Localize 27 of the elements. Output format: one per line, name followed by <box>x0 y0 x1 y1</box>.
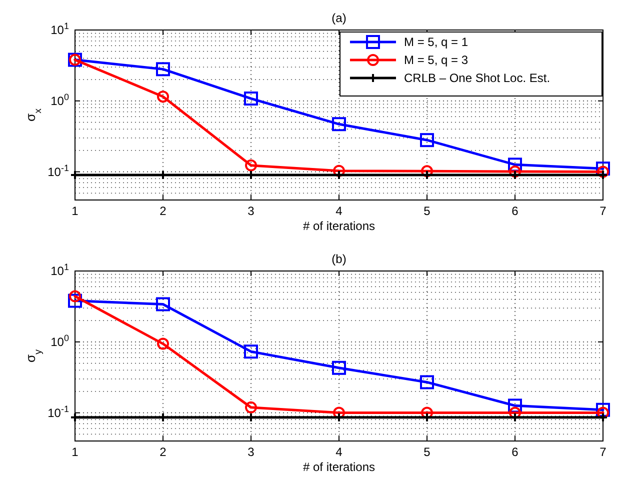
x-axis-title: # of iterations <box>302 460 376 474</box>
x-tick-label: 4 <box>336 445 343 459</box>
y-tick-label: 10$^{1}$ <box>50 21 69 37</box>
x-tick-label: 5 <box>424 204 431 218</box>
x-tick-label: 5 <box>424 445 431 459</box>
legend-label: M = 5, q = 3 <box>404 53 468 67</box>
legend-label: M = 5, q = 1 <box>404 35 468 49</box>
x-tick-label: 1 <box>72 445 79 459</box>
x-tick-label: 2 <box>160 445 167 459</box>
x-tick-label: 2 <box>160 204 167 218</box>
x-tick-label: 4 <box>336 204 343 218</box>
legend-label: CRLB – One Shot Loc. Est. <box>404 71 550 85</box>
x-tick-label: 3 <box>248 445 255 459</box>
x-tick-label: 1 <box>72 204 79 218</box>
x-tick-label: 6 <box>512 204 519 218</box>
x-tick-label: 3 <box>248 204 255 218</box>
y-tick-label: 10$^{0}$ <box>50 332 69 349</box>
y-tick-label: 10$^{1}$ <box>50 262 69 278</box>
x-axis-title: # of iterations <box>302 219 376 233</box>
x-tick-label: 6 <box>512 445 519 459</box>
y-tick-label: 10$^{-1}$ <box>48 404 69 420</box>
x-tick-label: 7 <box>600 445 607 459</box>
y-tick-label: 10$^{-1}$ <box>48 162 69 179</box>
chart-title: (b) <box>332 252 346 266</box>
chart-title: (a) <box>332 11 346 25</box>
y-tick-label: 10$^{0}$ <box>50 92 69 108</box>
x-tick-label: 7 <box>600 204 607 218</box>
